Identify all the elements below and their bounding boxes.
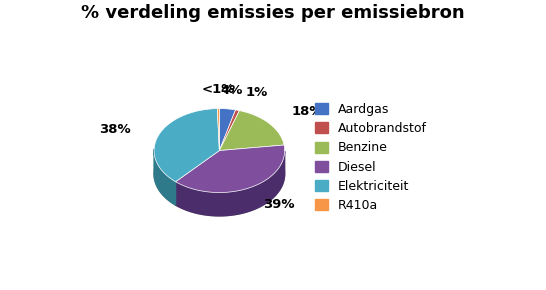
Polygon shape [219,110,284,151]
Ellipse shape [154,132,284,216]
Text: 38%: 38% [99,123,130,136]
Text: 18%: 18% [292,105,324,118]
Polygon shape [154,149,176,205]
Polygon shape [217,108,219,151]
Text: <1%: <1% [201,83,235,96]
Polygon shape [176,151,219,205]
Text: 4%: 4% [220,84,242,97]
Polygon shape [176,151,219,205]
Text: 1%: 1% [246,86,268,99]
Polygon shape [154,108,219,182]
Polygon shape [176,151,284,216]
Polygon shape [219,110,240,151]
Text: 39%: 39% [264,198,295,211]
Polygon shape [219,108,235,151]
Polygon shape [176,145,284,193]
Legend: Aardgas, Autobrandstof, Benzine, Diesel, Elektriciteit, R410a: Aardgas, Autobrandstof, Benzine, Diesel,… [310,98,431,217]
Title: % verdeling emissies per emissiebron: % verdeling emissies per emissiebron [81,4,465,22]
